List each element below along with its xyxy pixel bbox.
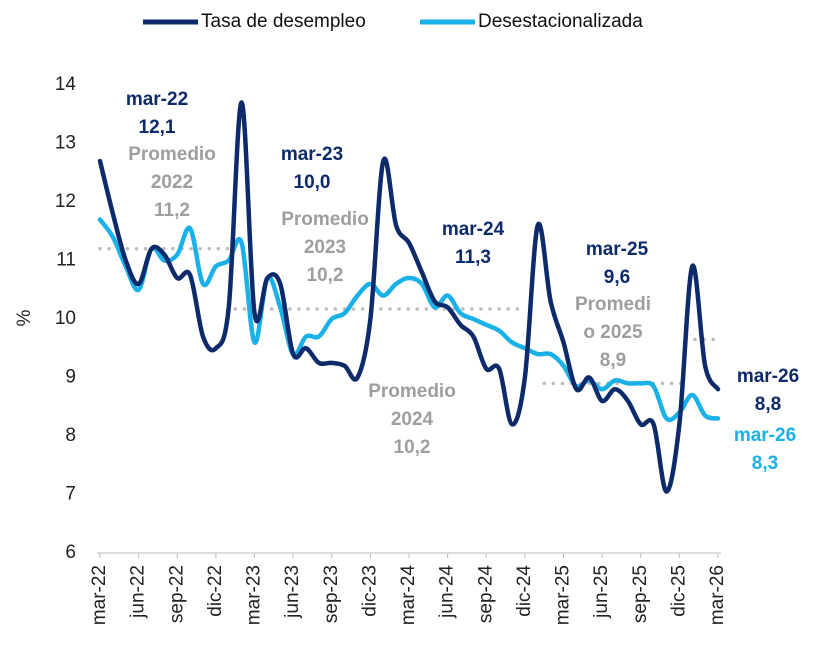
annotation: mar-22 [126,89,188,110]
y-tick-label: 14 [55,74,77,95]
y-tick-label: 13 [55,133,76,154]
y-axis-label: % [14,309,35,326]
series-line [97,217,721,423]
annotation: 10,0 [294,172,331,193]
y-tick-label: 10 [55,308,76,329]
x-tick-label: mar-25 [553,565,574,625]
x-tick-label: jun-23 [282,565,303,619]
annotation: mar-23 [281,144,343,165]
annotation: Promedio [368,381,456,402]
y-tick-label: 9 [65,367,76,388]
annotation: 8,9 [600,350,626,371]
legend-label: Desestacionalizada [478,11,643,32]
annotation: Promedi [575,294,651,315]
x-tick-label: jun-24 [437,565,458,619]
annotation: 12,1 [139,117,176,138]
annotation: 9,6 [604,267,630,288]
annotation: mar-25 [586,239,649,260]
y-tick-label: 11 [56,250,76,271]
series-line [97,100,721,494]
annotation: 11,2 [154,200,190,221]
y-tick-label: 8 [65,425,76,446]
annotation: 2023 [304,237,346,258]
annotation: o 2025 [583,322,643,343]
x-tick-label: dic-22 [205,565,226,617]
annotation: 10,2 [394,437,431,458]
x-tick-label: dic-25 [668,565,689,617]
annotation: 10,2 [307,265,344,286]
x-tick-label: sep-22 [166,565,187,623]
x-tick-label: sep-23 [321,565,342,623]
annotation: 8,3 [752,453,778,474]
legend-label: Tasa de desempleo [201,11,366,32]
annotation: 8,8 [755,394,781,415]
y-tick-label: 7 [65,484,76,505]
annotation: mar-26 [737,366,799,387]
x-tick-label: sep-25 [630,565,651,623]
annotation: Promedio [128,144,216,165]
annotation: 2024 [391,409,434,430]
annotation: mar-24 [442,219,505,240]
annotation: Promedio [281,209,369,230]
x-tick-label: dic-23 [359,565,380,617]
x-tick-label: mar-22 [89,565,110,625]
annotation: mar-26 [734,425,796,446]
x-tick-label: mar-24 [398,565,419,626]
x-tick-label: jun-22 [128,565,149,619]
x-tick-label: mar-23 [244,565,265,625]
annotation: 2022 [151,172,193,193]
x-tick-label: mar-26 [707,565,728,625]
x-tick-label: jun-25 [591,565,612,619]
y-tick-label: 6 [65,542,76,563]
x-tick-label: dic-24 [514,565,535,617]
annotation: 11,3 [455,247,491,268]
y-tick-label: 12 [55,191,76,212]
x-tick-label: sep-24 [475,565,496,624]
